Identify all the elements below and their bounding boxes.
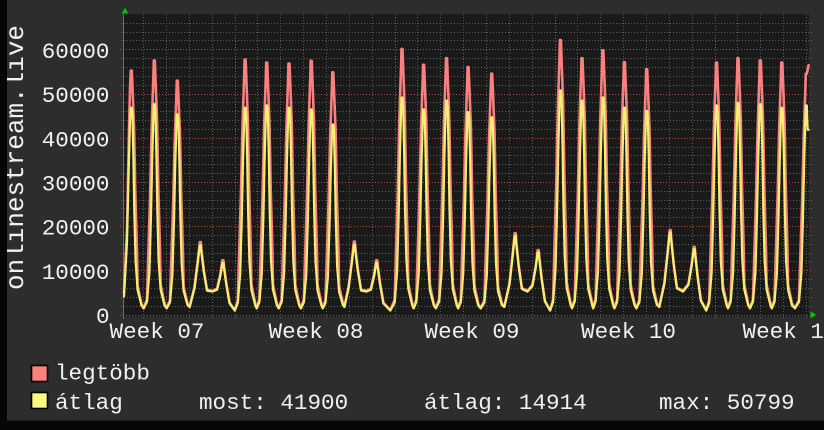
svg-text:átlag: 14914: átlag: 14914 bbox=[424, 390, 587, 416]
svg-text:0: 0 bbox=[96, 304, 110, 330]
svg-text:átlag: átlag bbox=[55, 390, 123, 416]
svg-text:40000: 40000 bbox=[42, 127, 110, 153]
svg-text:Week 10: Week 10 bbox=[581, 319, 676, 345]
svg-text:legtöbb: legtöbb bbox=[55, 361, 150, 387]
svg-text:20000: 20000 bbox=[42, 216, 110, 242]
svg-text:max: 50799: max: 50799 bbox=[659, 390, 795, 416]
svg-text:Week 07: Week 07 bbox=[110, 319, 205, 345]
svg-text:Week 08: Week 08 bbox=[269, 319, 364, 345]
svg-text:10000: 10000 bbox=[42, 260, 110, 286]
svg-text:50000: 50000 bbox=[42, 83, 110, 109]
svg-text:30000: 30000 bbox=[42, 172, 110, 198]
svg-text:Week 11: Week 11 bbox=[743, 319, 824, 345]
svg-text:Week 09: Week 09 bbox=[425, 319, 520, 345]
svg-text:60000: 60000 bbox=[42, 39, 110, 65]
svg-text:most: 41900: most: 41900 bbox=[199, 390, 348, 416]
